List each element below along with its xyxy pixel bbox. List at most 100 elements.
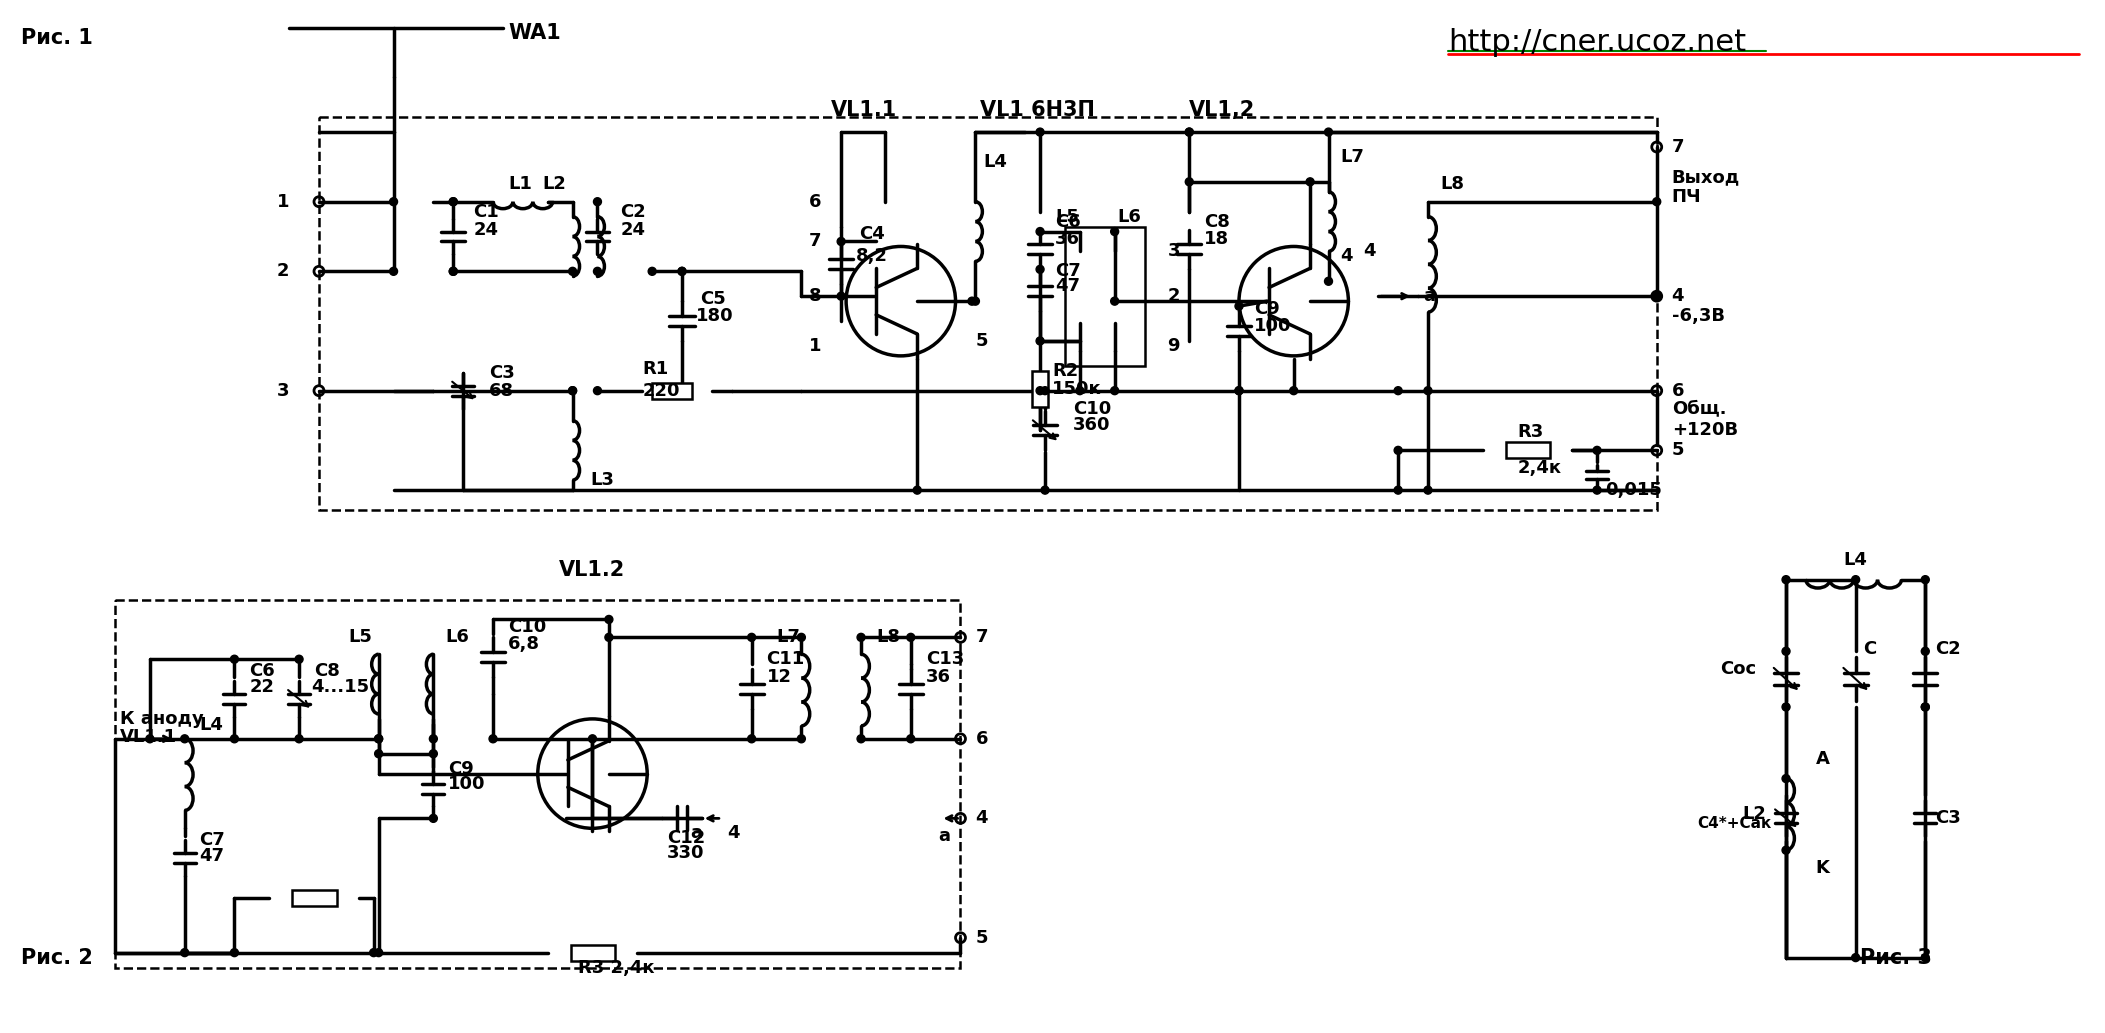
- Circle shape: [181, 734, 189, 743]
- Text: 6: 6: [1671, 381, 1684, 400]
- Bar: [1505, 442, 1549, 459]
- Circle shape: [1783, 648, 1789, 655]
- Circle shape: [429, 814, 438, 822]
- Text: 18: 18: [1204, 230, 1229, 249]
- Text: К аноду: К аноду: [120, 710, 204, 728]
- Circle shape: [648, 268, 657, 276]
- Text: C4*+Сак: C4*+Сак: [1697, 816, 1770, 831]
- Circle shape: [1111, 298, 1118, 305]
- Circle shape: [1852, 575, 1859, 584]
- Text: Выход: Выход: [1671, 167, 1741, 186]
- Circle shape: [1036, 337, 1044, 345]
- Text: WA1: WA1: [507, 23, 560, 42]
- Circle shape: [1324, 128, 1332, 136]
- Circle shape: [229, 948, 238, 957]
- Circle shape: [568, 268, 577, 276]
- Text: C4: C4: [859, 224, 884, 243]
- Circle shape: [1922, 703, 1930, 711]
- Text: C12: C12: [667, 829, 705, 847]
- Circle shape: [389, 197, 398, 206]
- Text: 5: 5: [1671, 441, 1684, 460]
- Text: L5: L5: [1055, 208, 1080, 225]
- Text: L2: L2: [1743, 806, 1766, 823]
- Text: 4: 4: [1671, 287, 1684, 305]
- Circle shape: [907, 734, 916, 743]
- Text: 100: 100: [448, 775, 486, 792]
- Circle shape: [838, 292, 844, 301]
- Circle shape: [295, 655, 303, 663]
- Text: 180: 180: [697, 307, 733, 325]
- Text: L8: L8: [876, 628, 901, 647]
- Circle shape: [1922, 648, 1930, 655]
- Text: L4: L4: [1844, 551, 1867, 569]
- Text: L6: L6: [1118, 208, 1141, 225]
- Text: 4...15: 4...15: [312, 678, 368, 696]
- Text: 8: 8: [808, 287, 821, 305]
- Circle shape: [145, 734, 154, 743]
- Circle shape: [1423, 487, 1431, 494]
- Bar: [570, 945, 615, 961]
- Bar: [653, 382, 693, 399]
- Text: 2,4к: 2,4к: [1518, 460, 1562, 477]
- Text: Общ.: Общ.: [1671, 400, 1726, 417]
- Circle shape: [1922, 703, 1930, 711]
- Text: L5: L5: [349, 628, 373, 647]
- Text: 360: 360: [1074, 416, 1111, 435]
- Text: 36: 36: [926, 668, 951, 686]
- Text: C8: C8: [1204, 213, 1229, 230]
- Text: R2: R2: [1052, 362, 1078, 380]
- Circle shape: [1394, 487, 1402, 494]
- Text: 0,015: 0,015: [1604, 481, 1661, 499]
- Text: 36: 36: [1055, 230, 1080, 249]
- Circle shape: [798, 633, 806, 641]
- Text: 6: 6: [808, 193, 821, 211]
- Circle shape: [1305, 178, 1314, 186]
- Circle shape: [1394, 446, 1402, 455]
- Bar: [1065, 226, 1145, 366]
- Text: C11: C11: [766, 650, 804, 668]
- Text: 3: 3: [276, 381, 288, 400]
- Circle shape: [1111, 227, 1118, 236]
- Bar: [116, 599, 960, 968]
- Circle shape: [1036, 128, 1044, 136]
- Circle shape: [1593, 487, 1602, 494]
- Circle shape: [229, 734, 238, 743]
- Circle shape: [1236, 386, 1242, 395]
- Text: 4: 4: [975, 810, 987, 827]
- Text: 6: 6: [975, 729, 987, 748]
- Circle shape: [429, 750, 438, 757]
- Circle shape: [1036, 265, 1044, 274]
- Text: 24: 24: [621, 221, 646, 239]
- Bar: [293, 890, 337, 906]
- Circle shape: [1783, 703, 1789, 711]
- Text: 1: 1: [276, 193, 288, 211]
- Circle shape: [1185, 128, 1194, 136]
- Text: а: а: [690, 824, 701, 842]
- Text: 7: 7: [808, 232, 821, 250]
- Text: C3: C3: [1934, 810, 1962, 827]
- Text: R3: R3: [1518, 424, 1543, 441]
- Text: 68: 68: [488, 381, 514, 400]
- Circle shape: [594, 197, 602, 206]
- Text: -6,3В: -6,3В: [1671, 307, 1724, 325]
- Circle shape: [375, 750, 383, 757]
- Text: C6: C6: [248, 662, 276, 680]
- Circle shape: [1652, 197, 1661, 206]
- Text: 22: 22: [248, 678, 274, 696]
- Circle shape: [429, 734, 438, 743]
- Circle shape: [1922, 575, 1930, 584]
- Text: +120В: +120В: [1671, 421, 1739, 439]
- Circle shape: [1236, 386, 1242, 395]
- Circle shape: [1042, 386, 1048, 395]
- Text: Рис. 2: Рис. 2: [21, 947, 93, 968]
- Text: 5: 5: [975, 929, 987, 946]
- Text: C2: C2: [1934, 640, 1962, 658]
- Text: R1: R1: [642, 359, 669, 378]
- Text: C8: C8: [314, 662, 339, 680]
- Circle shape: [678, 268, 686, 276]
- Bar: [1031, 371, 1048, 407]
- Text: L4: L4: [200, 716, 223, 733]
- Text: 4: 4: [1341, 248, 1354, 265]
- Circle shape: [838, 238, 844, 246]
- Text: L3: L3: [592, 471, 615, 490]
